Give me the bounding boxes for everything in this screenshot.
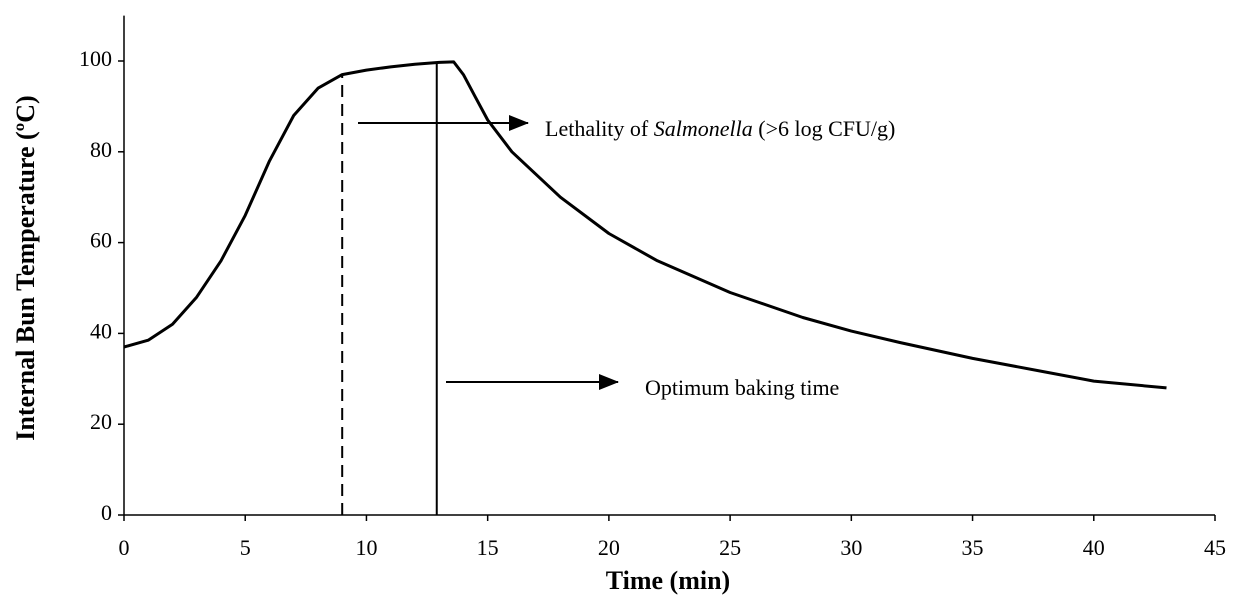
x-tick-label: 30 [840, 535, 862, 560]
y-tick-label: 40 [90, 318, 112, 343]
x-tick-label: 35 [962, 535, 984, 560]
annotation: Lethality of Salmonella (>6 log CFU/g) [545, 116, 895, 141]
y-tick-label: 60 [90, 228, 112, 253]
x-tick-label: 5 [240, 535, 251, 560]
annotation-part: (>6 log CFU/g) [753, 116, 896, 141]
annotation-part: Optimum baking time [645, 375, 839, 400]
y-tick-label: 20 [90, 409, 112, 434]
annotation-part: Lethality of [545, 116, 654, 141]
x-axis-title: Time (min) [606, 566, 730, 595]
x-tick-label: 10 [355, 535, 377, 560]
x-tick-label: 45 [1204, 535, 1226, 560]
x-tick-label: 15 [477, 535, 499, 560]
annotation-part: Salmonella [654, 116, 753, 141]
x-tick-label: 40 [1083, 535, 1105, 560]
y-tick-label: 80 [90, 137, 112, 162]
annotation: Optimum baking time [645, 375, 839, 400]
y-tick-label: 100 [79, 46, 112, 71]
y-tick-label: 0 [101, 500, 112, 525]
y-axis-title: Internal Bun Temperature (ºC) [11, 95, 40, 440]
x-tick-label: 20 [598, 535, 620, 560]
x-tick-label: 25 [719, 535, 741, 560]
data-line [123, 60, 1167, 390]
x-tick-label: 0 [119, 535, 130, 560]
